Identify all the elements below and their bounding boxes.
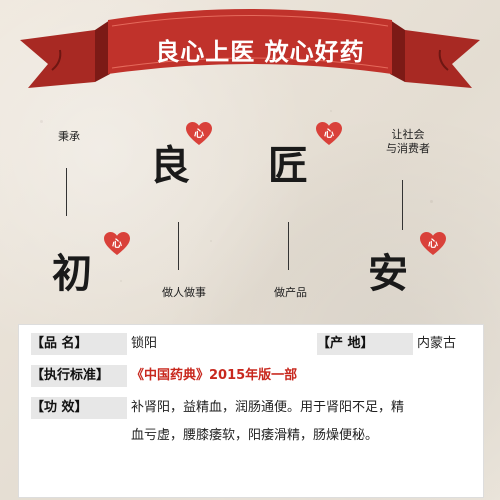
label-society-line1: 让社会 bbox=[391, 128, 425, 141]
paper-speck bbox=[430, 200, 433, 203]
divider-line bbox=[178, 222, 179, 270]
standard-label: 【执行标准】 bbox=[31, 365, 127, 387]
effect-line-1: 补肾阳，益精血，润肠通便。用于肾阳不足，精 bbox=[131, 400, 405, 415]
heart-icon: 心 bbox=[420, 232, 446, 256]
heart-text: 心 bbox=[324, 129, 334, 140]
name-value: 锁阳 bbox=[131, 336, 158, 351]
heart-text: 心 bbox=[194, 129, 204, 140]
origin-value: 内蒙古 bbox=[417, 336, 457, 351]
name-label: 【品 名】 bbox=[31, 333, 127, 355]
heart-icon: 心 bbox=[316, 122, 342, 146]
heart-text: 心 bbox=[112, 239, 122, 250]
effect-label: 【功 效】 bbox=[31, 397, 127, 419]
label-bingcheng: 秉承 bbox=[58, 130, 80, 143]
paper-speck bbox=[40, 120, 43, 123]
heart-icon: 心 bbox=[104, 232, 130, 256]
label-society-line2: 与消费者 bbox=[386, 142, 430, 155]
char-an: 安 bbox=[368, 250, 408, 297]
label-society: 让社会 与消费者 bbox=[380, 128, 436, 156]
ribbon-banner bbox=[20, 9, 480, 88]
char-jiang: 匠 bbox=[268, 142, 308, 189]
paper-speck bbox=[210, 240, 212, 242]
heart-text: 心 bbox=[428, 239, 438, 250]
paper-speck bbox=[330, 110, 332, 112]
divider-line bbox=[288, 222, 289, 270]
paper-speck bbox=[120, 280, 122, 282]
heart-icon: 心 bbox=[186, 122, 212, 146]
divider-line bbox=[402, 180, 403, 230]
origin-label: 【产 地】 bbox=[317, 333, 413, 355]
divider-line bbox=[66, 168, 67, 216]
banner-title: 良心上医 放心好药 bbox=[155, 38, 365, 66]
product-info-card: 【品 名】 锁阳 【产 地】 内蒙古 【执行标准】 《中国药典》2015年版一部… bbox=[18, 324, 484, 498]
label-zuoren: 做人做事 bbox=[162, 286, 206, 299]
effect-line-2: 血亏虚，腰膝痿软，阳痿滑精，肠燥便秘。 bbox=[131, 428, 379, 443]
char-liang: 良 bbox=[150, 142, 190, 189]
char-chu: 初 bbox=[52, 250, 92, 297]
label-zuochanpin: 做产品 bbox=[274, 286, 307, 299]
standard-value: 《中国药典》2015年版一部 bbox=[131, 368, 298, 383]
